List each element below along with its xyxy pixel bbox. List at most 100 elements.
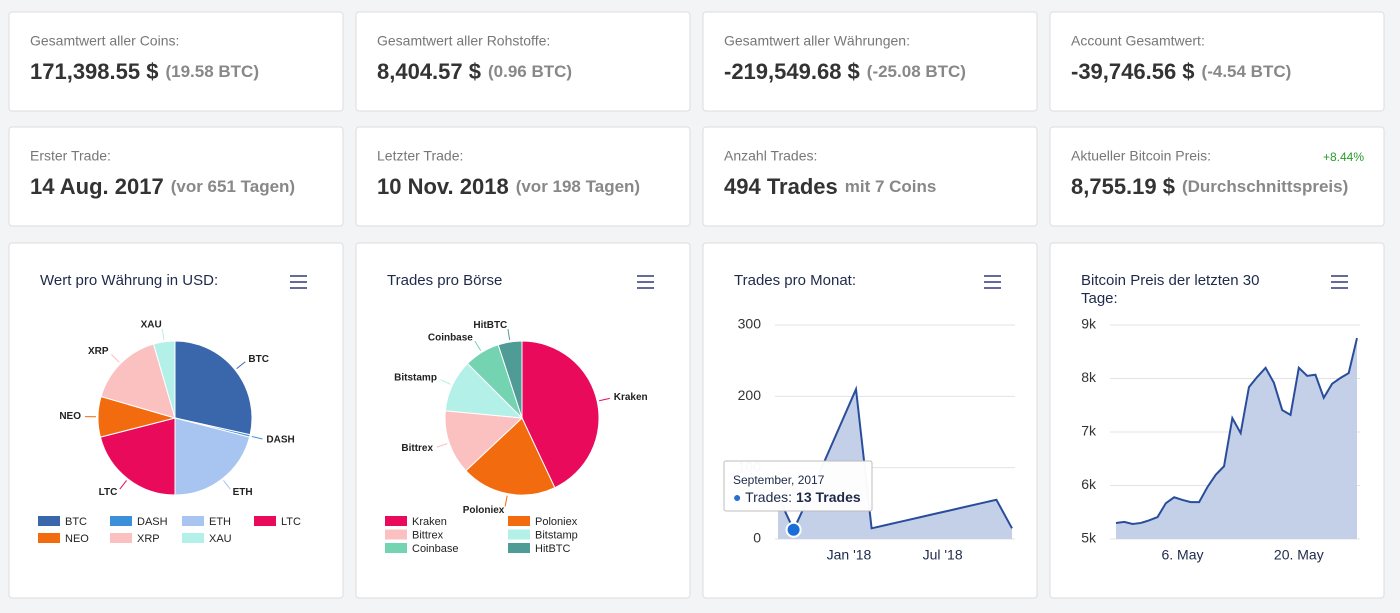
card [702,11,1038,112]
pie-leader [598,397,610,402]
pie-leader [440,379,451,385]
x-tick-label: 6. May [1161,547,1203,563]
pie-slice [174,340,253,436]
legend-swatch [254,516,276,526]
card-value-main: 8,755.19 $ [1071,174,1175,199]
pie-slice [100,343,176,419]
pie-slice [444,410,524,472]
pie-label: Bittrex [401,443,433,454]
pie-label: Kraken [614,392,648,403]
y-tick-label: 8k [1081,369,1097,385]
y-tick-label: 200 [738,387,762,403]
card-value: 171,398.55 $ (19.58 BTC) [30,59,259,84]
card-value-detail: (-25.08 BTC) [867,62,966,81]
tooltip-box [723,460,873,512]
chart-title: Wert pro Währung in USD: [40,272,219,289]
pie-label: XRP [88,346,109,357]
legend-label: XAU [209,533,232,545]
tooltip-series: Trades: [745,489,792,505]
tooltip-title: September, 2017 [733,473,825,487]
legend-label: BTC [65,516,87,528]
pie-leader [111,354,120,363]
card-value-main: -219,549.68 $ [724,59,860,84]
pie-slice [174,417,251,496]
pie-slice [497,340,523,419]
card-value-detail: mit 7 Coins [845,177,937,196]
legend-swatch [182,533,204,543]
chart-title: Trades pro Börse [387,272,503,289]
pie-leader [474,341,482,351]
chart-title: Trades pro Monat: [734,272,856,289]
legend-label: HitBTC [535,543,571,555]
chart-title: Bitcoin Preis der letzten 30 Tage: [1081,272,1260,307]
pie-label: DASH [266,435,294,446]
legend-label: LTC [281,516,301,528]
legend-label: Bittrex [412,529,444,541]
card-value-detail: (vor 651 Tagen) [171,177,295,196]
legend-label: XRP [137,533,160,545]
y-tick-label: 300 [738,316,762,332]
card-label: Anzahl Trades: [724,148,817,164]
card-label: Erster Trade: [30,148,111,164]
y-tick-label: 6k [1081,476,1097,492]
pie-leader [504,495,508,507]
pie-label: Bitstamp [394,373,437,384]
legend-swatch [110,533,132,543]
y-tick-label: 0 [753,530,761,546]
series-line [1115,337,1358,526]
card-value-detail: (0.96 BTC) [488,62,572,81]
legend-swatch [385,529,407,540]
legend-label: NEO [65,533,89,545]
card-value: 8,755.19 $ (Durchschnittspreis) [1071,174,1348,199]
legend-swatch [508,543,530,553]
y-tick-label: 5k [1081,530,1097,546]
card-value: 14 Aug. 2017 (vor 651 Tagen) [30,174,295,199]
pie-leader [507,329,511,341]
card-value-detail: (Durchschnittspreis) [1182,177,1348,196]
area-fill [1116,338,1357,539]
legend-swatch [385,543,407,553]
pie-label: XAU [141,320,162,331]
tooltip-value: 13 Trades [796,489,861,505]
legend-swatch [38,533,60,543]
pie-slice [99,417,176,496]
y-tick-label: 9k [1081,316,1097,332]
legend-label: Coinbase [412,543,458,555]
card-value-main: 8,404.57 $ [377,59,481,84]
card-value-main: 14 Aug. 2017 [30,174,164,199]
hover-marker [785,521,802,538]
card [1049,126,1385,227]
legend-swatch [508,529,530,540]
legend-label: Poloniex [535,516,578,528]
card-label: Aktueller Bitcoin Preis: [1071,148,1211,164]
pie-label: ETH [233,487,253,498]
card-value: 494 Trades mit 7 Coins [724,174,936,199]
pie-slice [465,417,556,496]
card [355,126,691,227]
legend-swatch [385,516,407,526]
y-tick-label: 7k [1081,423,1097,439]
card [8,126,344,227]
tooltip-bullet: ● [733,489,745,505]
card-label: Gesamtwert aller Rohstoffe: [377,33,550,49]
card-label: Gesamtwert aller Coins: [30,33,179,49]
legend-label: ETH [209,516,231,528]
pie-label: BTC [248,354,269,365]
legend-label: Kraken [412,516,447,528]
card [8,11,344,112]
card-value: 10 Nov. 2018 (vor 198 Tagen) [377,174,640,199]
card-value-main: 10 Nov. 2018 [377,174,509,199]
card-value: -219,549.68 $ (-25.08 BTC) [724,59,966,84]
pie-leader [161,328,165,340]
tooltip-body: ● Trades: 13 Trades [733,489,861,505]
legend-swatch [110,516,132,526]
card-value-detail: (19.58 BTC) [165,62,259,81]
legend-label: Bitstamp [535,529,578,541]
x-tick-label: 20. May [1274,547,1324,563]
card-value: -39,746.56 $ (-4.54 BTC) [1071,59,1291,84]
card-label: Letzter Trade: [377,148,463,164]
legend-swatch [38,516,60,526]
pie-leader [251,435,263,440]
card-value-main: 494 Trades [724,174,838,199]
